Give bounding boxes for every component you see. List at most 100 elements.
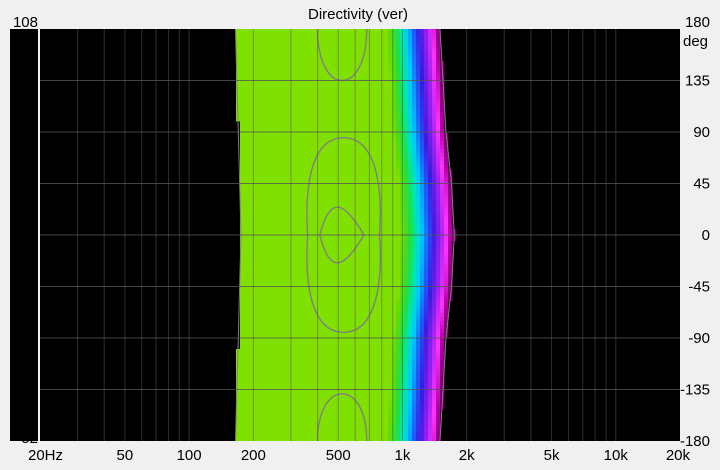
- heatmap-cell: [324, 237, 329, 242]
- heatmap-cell: [436, 337, 441, 342]
- heatmap-cell: [344, 121, 349, 126]
- heatmap-cell: [404, 281, 409, 286]
- heatmap-cell: [308, 221, 313, 226]
- heatmap-cell: [404, 125, 409, 130]
- heatmap-cell: [344, 137, 349, 142]
- heatmap-cell: [328, 77, 333, 82]
- heatmap-cell: [392, 117, 397, 122]
- heatmap-cell: [356, 297, 361, 302]
- heatmap-cell: [384, 185, 389, 190]
- heatmap-cell: [328, 113, 333, 118]
- heatmap-cell: [436, 165, 441, 170]
- heatmap-cell: [396, 265, 401, 270]
- heatmap-cell: [300, 345, 305, 350]
- heatmap-cell: [416, 165, 421, 170]
- heatmap-cell: [376, 165, 381, 170]
- heatmap-cell: [392, 337, 397, 342]
- heatmap-cell: [420, 293, 425, 298]
- heatmap-cell: [324, 317, 329, 322]
- heatmap-cell: [288, 169, 293, 174]
- heatmap-cell: [368, 253, 373, 258]
- heatmap-cell: [240, 245, 245, 250]
- heatmap-cell: [280, 173, 285, 178]
- heatmap-cell: [356, 93, 361, 98]
- heatmap-cell: [404, 265, 409, 270]
- heatmap-cell: [436, 229, 441, 234]
- heatmap-cell: [324, 217, 329, 222]
- heatmap-cell: [444, 265, 449, 270]
- heatmap-cell: [420, 65, 425, 70]
- heatmap-cell: [340, 245, 345, 250]
- heatmap-cell: [440, 245, 445, 250]
- heatmap-cell: [268, 241, 273, 246]
- heatmap-cell: [432, 277, 437, 282]
- heatmap-cell: [244, 309, 249, 314]
- heatmap-cell: [320, 101, 325, 106]
- heatmap-cell: [272, 137, 277, 142]
- heatmap-cell: [372, 397, 377, 402]
- heatmap-cell: [248, 209, 253, 214]
- heatmap-cell: [408, 49, 413, 54]
- heatmap-cell: [296, 229, 301, 234]
- heatmap-cell: [368, 325, 373, 330]
- heatmap-cell: [376, 217, 381, 222]
- heatmap-cell: [376, 197, 381, 202]
- heatmap-cell: [356, 141, 361, 146]
- heatmap-cell: [324, 309, 329, 314]
- heatmap-cell: [356, 245, 361, 250]
- heatmap-cell: [432, 293, 437, 298]
- heatmap-cell: [280, 145, 285, 150]
- heatmap-cell: [272, 305, 277, 310]
- heatmap-cell: [416, 121, 421, 126]
- heatmap-cell: [352, 157, 357, 162]
- heatmap-cell: [428, 157, 433, 162]
- heatmap-cell: [344, 165, 349, 170]
- heatmap-cell: [264, 61, 269, 66]
- heatmap-cell: [424, 309, 429, 314]
- heatmap-cell: [316, 237, 321, 242]
- heatmap-cell: [248, 169, 253, 174]
- heatmap-cell: [364, 173, 369, 178]
- heatmap-cell: [364, 85, 369, 90]
- heatmap-cell: [420, 269, 425, 274]
- heatmap-cell: [420, 389, 425, 394]
- heatmap-cell: [392, 369, 397, 374]
- heatmap-cell: [308, 369, 313, 374]
- heatmap-cell: [268, 169, 273, 174]
- heatmap-cell: [364, 253, 369, 258]
- heatmap-cell: [356, 189, 361, 194]
- heatmap-cell: [332, 357, 337, 362]
- heatmap-cell: [272, 241, 277, 246]
- heatmap-cell: [320, 357, 325, 362]
- heatmap-cell: [436, 329, 441, 334]
- heatmap-cell: [296, 305, 301, 310]
- heatmap-cell: [420, 137, 425, 142]
- heatmap-cell: [340, 221, 345, 226]
- heatmap-cell: [420, 261, 425, 266]
- heatmap-cell: [344, 281, 349, 286]
- heatmap-cell: [284, 405, 289, 410]
- heatmap-cell: [316, 49, 321, 54]
- heatmap-cell: [348, 269, 353, 274]
- heatmap-cell: [260, 257, 265, 262]
- heatmap-cell: [352, 261, 357, 266]
- heatmap-cell: [436, 401, 441, 406]
- heatmap-cell: [256, 85, 261, 90]
- heatmap-cell: [264, 137, 269, 142]
- heatmap-cell: [436, 353, 441, 358]
- heatmap-cell: [376, 265, 381, 270]
- heatmap-cell: [348, 349, 353, 354]
- heatmap-cell: [424, 393, 429, 398]
- heatmap-cell: [308, 85, 313, 90]
- heatmap-cell: [252, 281, 257, 286]
- heatmap-cell: [396, 377, 401, 382]
- heatmap-cell: [328, 205, 333, 210]
- heatmap-cell: [300, 105, 305, 110]
- heatmap-cell: [320, 365, 325, 370]
- heatmap-cell: [388, 133, 393, 138]
- heatmap-cell: [312, 129, 317, 134]
- heatmap-cell: [272, 105, 277, 110]
- heatmap-cell: [268, 61, 273, 66]
- heatmap-cell: [432, 381, 437, 386]
- heatmap-cell: [416, 329, 421, 334]
